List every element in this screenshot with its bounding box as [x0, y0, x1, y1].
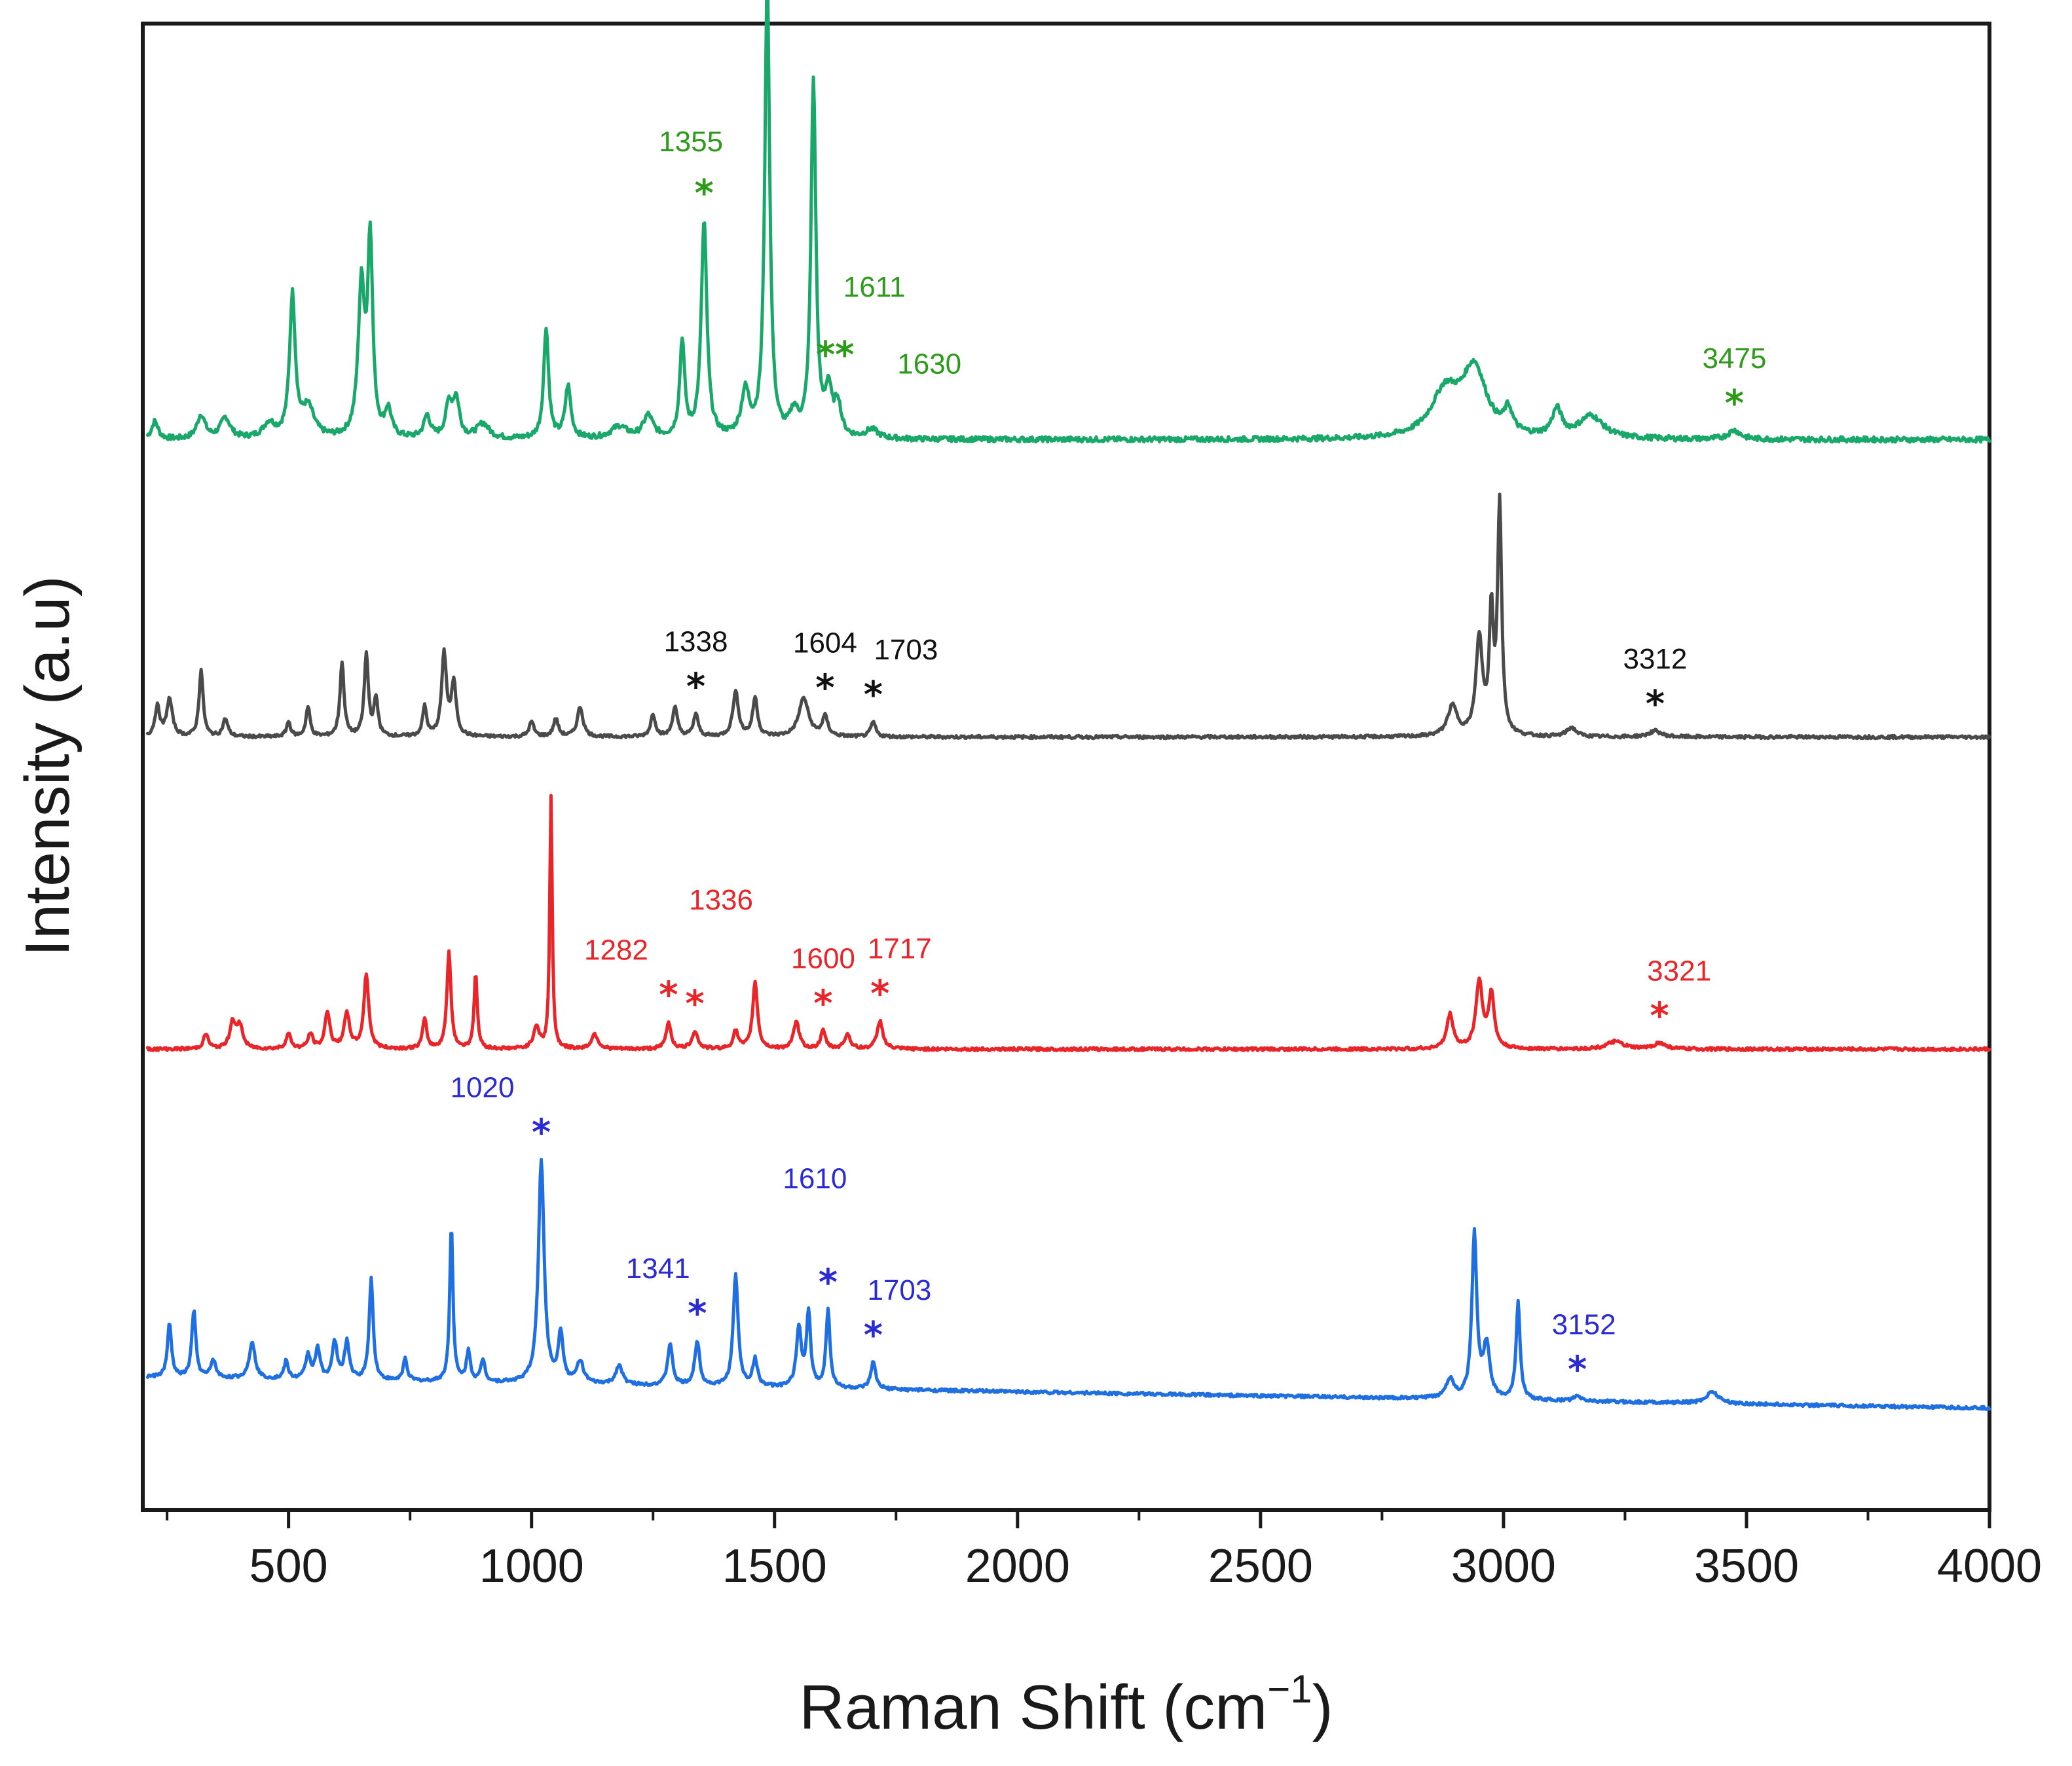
spectrum-line-green — [145, 0, 1991, 444]
spectrum-line-red — [145, 794, 1991, 1052]
plot-frame — [141, 22, 1991, 1512]
peak-label: 1717 — [868, 933, 932, 965]
peak-star-marker: * — [532, 1111, 551, 1154]
peak-star-marker: * — [864, 674, 883, 716]
peak-label: 1355 — [659, 126, 723, 158]
peak-label: 3152 — [1552, 1308, 1616, 1340]
x-axis-title-end: ) — [1312, 1672, 1333, 1742]
peak-star-marker: * — [688, 1293, 707, 1335]
peak-label: 1703 — [867, 1274, 931, 1306]
x-axis-ticks: 500 1000 1500 2000 2500 3000 3500 4000 — [166, 1510, 2042, 1592]
peak-label: 1703 — [874, 634, 938, 666]
x-tick-label: 500 — [250, 1540, 328, 1592]
x-axis-title: Raman Shift (cm−1) — [799, 1667, 1333, 1742]
peak-label: 1338 — [664, 626, 728, 658]
peak-star-marker: * — [685, 983, 704, 1025]
x-tick-label: 3500 — [1694, 1540, 1799, 1592]
peak-label: 1604 — [793, 627, 857, 659]
x-tick-label: 2500 — [1208, 1540, 1313, 1592]
peak-star-marker: * — [815, 667, 834, 710]
peak-star-marker: * — [864, 1314, 883, 1357]
x-tick-label: 1500 — [722, 1540, 827, 1592]
y-axis-title: Intensity (a.u) — [12, 576, 83, 957]
x-tick-label: 1000 — [479, 1540, 584, 1592]
peak-star-marker: * — [1725, 382, 1744, 425]
peak-star-marker: * — [694, 172, 713, 215]
peak-star-marker: ** — [816, 334, 855, 377]
peak-label: 1630 — [897, 348, 961, 380]
peak-star-marker: * — [686, 666, 705, 708]
peak-label: 1611 — [843, 271, 906, 303]
spectrum-line-black — [145, 492, 1991, 741]
peak-annotations: *1355**16111630*3475*1338*1604*1703*3312… — [451, 126, 1767, 1391]
x-axis-title-sup: −1 — [1267, 1667, 1312, 1711]
peak-label: 3475 — [1702, 342, 1766, 375]
peak-star-marker: * — [1568, 1348, 1587, 1391]
spectra-series — [145, 0, 1991, 1411]
peak-label: 1600 — [791, 943, 855, 975]
peak-star-marker: * — [1646, 683, 1665, 726]
x-tick-label: 4000 — [1937, 1540, 2042, 1592]
x-tick-label: 2000 — [965, 1540, 1070, 1592]
peak-star-marker: * — [819, 1261, 838, 1304]
peak-label: 1020 — [451, 1071, 515, 1103]
peak-star-marker: * — [870, 973, 889, 1016]
peak-label: 1341 — [626, 1253, 690, 1285]
peak-label: 1336 — [689, 884, 753, 916]
peak-star-marker: * — [813, 983, 832, 1025]
peak-star-marker: * — [1650, 995, 1669, 1038]
x-axis-title-main: Raman Shift (cm — [799, 1672, 1267, 1742]
spectrum-line-blue — [145, 1158, 1991, 1411]
peak-star-marker: * — [659, 974, 678, 1017]
peak-label: 1282 — [584, 934, 648, 966]
peak-label: 1610 — [783, 1162, 847, 1194]
peak-label: 3312 — [1623, 643, 1687, 675]
peak-label: 3321 — [1647, 955, 1711, 987]
x-tick-label: 3000 — [1451, 1540, 1556, 1592]
